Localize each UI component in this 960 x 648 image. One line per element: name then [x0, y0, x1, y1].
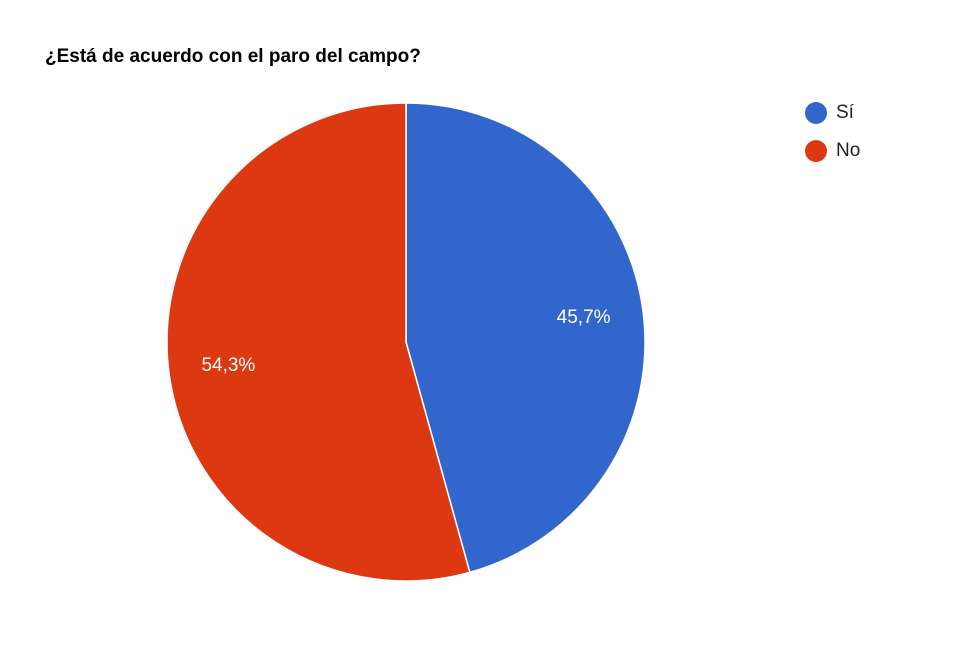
- legend-marker: [805, 102, 827, 124]
- legend-marker: [805, 140, 827, 162]
- chart-title: ¿Está de acuerdo con el paro del campo?: [45, 46, 421, 67]
- pie-slice: [166, 102, 471, 582]
- legend-label: No: [836, 140, 860, 161]
- legend-label: Sí: [836, 102, 855, 123]
- slice-label: 45,7%: [557, 307, 611, 328]
- pie-slice: [405, 102, 646, 574]
- slice-label: 54,3%: [201, 355, 255, 376]
